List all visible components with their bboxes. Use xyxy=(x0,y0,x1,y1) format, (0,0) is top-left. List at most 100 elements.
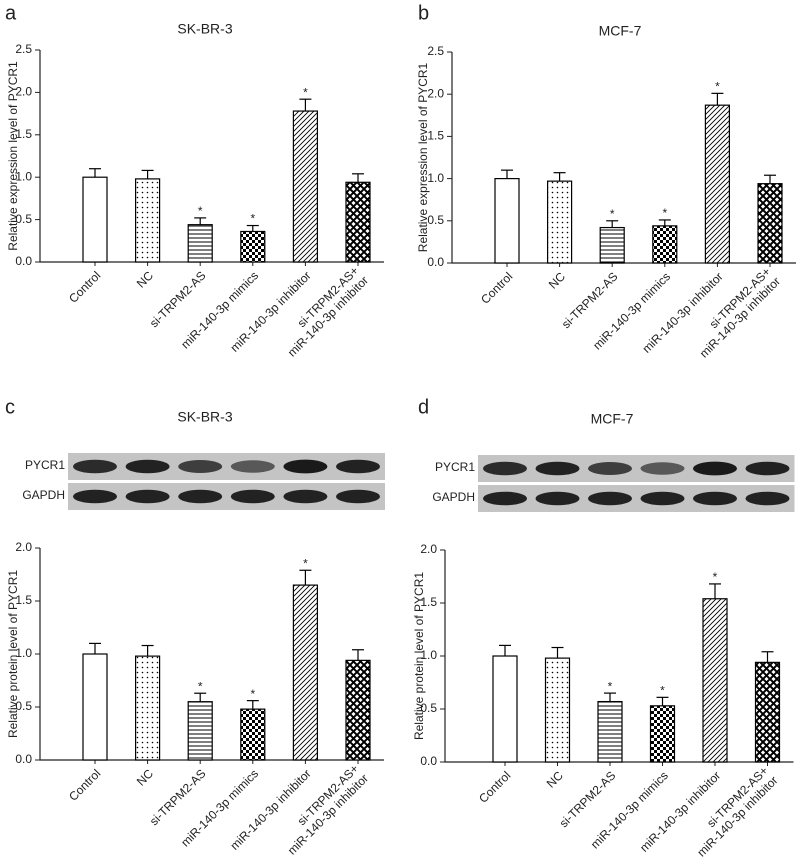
x-tick-label: Control xyxy=(66,268,103,305)
x-tick-label: NC xyxy=(134,766,156,788)
x-tick-label: NC xyxy=(546,269,568,291)
bar xyxy=(494,178,520,264)
bar xyxy=(652,225,678,264)
blot-band xyxy=(693,461,737,476)
bar xyxy=(757,183,783,264)
y-tick-label: 1.0 xyxy=(427,171,444,185)
chart-title: SK-BR-3 xyxy=(177,409,232,425)
bar xyxy=(544,657,571,763)
blot-band xyxy=(125,459,170,474)
x-tick-label: si-TRPM2-AS+miR-140-3p inhibitor xyxy=(275,762,371,858)
bar xyxy=(702,598,728,763)
bar xyxy=(345,659,371,761)
blot-band xyxy=(336,489,380,504)
blot-band xyxy=(283,489,328,504)
bar xyxy=(597,700,623,763)
significance-marker: * xyxy=(198,204,203,218)
blot-strip xyxy=(68,483,385,510)
bar xyxy=(599,226,625,264)
blot-band xyxy=(336,459,380,474)
y-tick-label: 0.5 xyxy=(427,213,444,227)
significance-marker: * xyxy=(303,85,308,99)
bar xyxy=(492,655,518,763)
x-tick-label: NC xyxy=(544,768,566,790)
blot-band xyxy=(640,462,685,475)
bar xyxy=(240,230,266,263)
y-tick-label: 2.0 xyxy=(15,540,32,554)
y-axis-label: Relative protein level of PYCR1 xyxy=(6,570,20,738)
bar xyxy=(649,705,676,763)
significance-marker: * xyxy=(660,684,665,698)
significance-marker: * xyxy=(713,570,718,584)
bar xyxy=(82,176,108,263)
x-tick-label: Control xyxy=(476,768,513,805)
chart-title: SK-BR-3 xyxy=(177,21,232,37)
significance-marker: * xyxy=(715,80,720,94)
bar xyxy=(240,708,266,761)
blot-band xyxy=(178,489,223,504)
blot-band xyxy=(125,489,170,504)
blot-band xyxy=(178,460,223,473)
bar xyxy=(187,224,213,263)
chart-title: MCF-7 xyxy=(591,411,634,427)
x-tick-label: Control xyxy=(66,766,103,803)
y-tick-label: 2.5 xyxy=(15,42,32,56)
panel-letter: d xyxy=(418,396,429,418)
y-tick-label: 0.0 xyxy=(427,255,444,269)
y-tick-label: 1.0 xyxy=(420,648,437,662)
blot-band xyxy=(588,462,632,475)
x-tick-label: si-TRPM2-AS+miR-140-3p inhibitor xyxy=(685,764,781,860)
bar xyxy=(292,110,318,263)
blot-band xyxy=(73,459,117,474)
blot-band xyxy=(640,491,685,506)
x-tick-label: si-TRPM2-AS+miR-140-3p inhibitor xyxy=(275,264,371,360)
chart-title: MCF-7 xyxy=(599,23,642,39)
blot-label: PYCR1 xyxy=(435,460,475,474)
x-tick-label: Control xyxy=(478,269,515,306)
blot-label: GAPDH xyxy=(432,490,475,504)
y-tick-label: 1.5 xyxy=(427,129,444,143)
significance-marker: * xyxy=(198,679,203,693)
significance-marker: * xyxy=(250,212,255,226)
y-axis-label: Relative protein level of PYCR1 xyxy=(412,572,426,740)
significance-marker: * xyxy=(662,206,667,220)
bar xyxy=(704,104,731,264)
bar xyxy=(754,661,781,763)
bar xyxy=(292,584,318,761)
significance-marker: * xyxy=(303,556,308,570)
bar xyxy=(135,178,161,263)
y-tick-label: 0.0 xyxy=(15,254,32,268)
y-tick-label: 2.0 xyxy=(420,542,437,556)
y-tick-label: 2.0 xyxy=(15,85,32,99)
panel-letter: a xyxy=(5,2,17,24)
y-tick-label: 1.5 xyxy=(15,127,32,141)
blot-strip xyxy=(68,453,385,480)
y-tick-label: 2.0 xyxy=(427,86,444,100)
blot-band xyxy=(745,491,790,506)
y-tick-label: 0.0 xyxy=(15,752,32,766)
blot-band xyxy=(230,489,275,504)
y-tick-label: 1.0 xyxy=(15,169,32,183)
blot-band xyxy=(745,461,790,476)
x-tick-label: si-TRPM2-AS+miR-140-3p inhibitor xyxy=(687,265,783,361)
blot-band xyxy=(283,459,328,474)
bar xyxy=(345,181,371,263)
panel-letter: b xyxy=(418,2,429,24)
significance-marker: * xyxy=(250,687,255,701)
y-tick-label: 1.0 xyxy=(15,646,32,660)
x-tick-label: NC xyxy=(134,268,156,290)
blot-band xyxy=(230,460,275,473)
y-axis-label: Relative expression level of PYCR1 xyxy=(416,62,430,252)
y-axis-label: Relative expression level of PYCR1 xyxy=(6,61,20,251)
significance-marker: * xyxy=(608,679,613,693)
y-tick-label: 1.5 xyxy=(15,593,32,607)
blot-band xyxy=(588,491,632,506)
y-tick-label: 0.5 xyxy=(420,701,437,715)
blot-band xyxy=(483,461,527,476)
panel-letter: c xyxy=(5,396,15,418)
blot-strip xyxy=(478,455,795,482)
blot-strip xyxy=(478,485,795,512)
blot-label: GAPDH xyxy=(22,488,65,502)
y-tick-label: 0.5 xyxy=(15,212,32,226)
